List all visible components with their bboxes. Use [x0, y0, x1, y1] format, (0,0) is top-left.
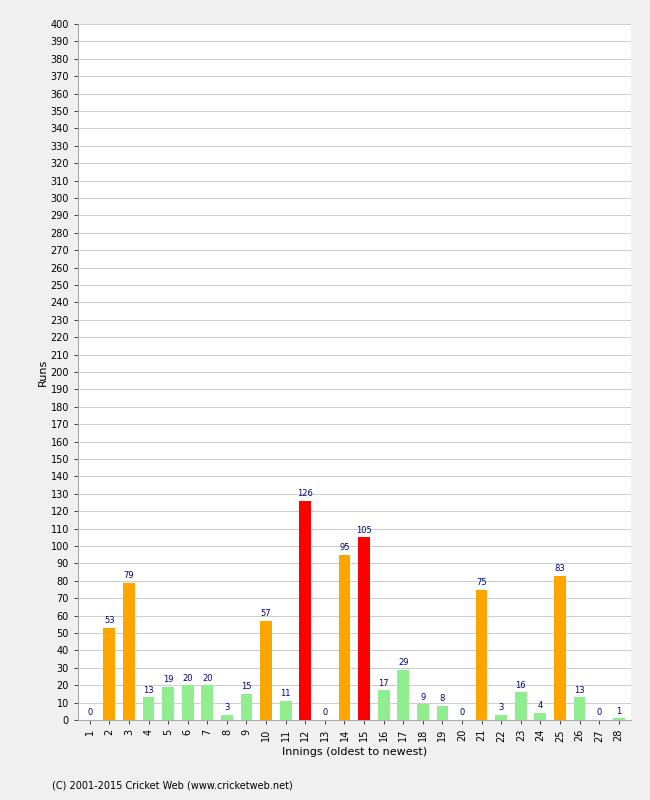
Bar [437, 706, 448, 720]
Bar [240, 694, 252, 720]
Text: 105: 105 [356, 526, 372, 534]
Bar [574, 698, 586, 720]
Bar [142, 698, 155, 720]
Bar [162, 687, 174, 720]
Text: 53: 53 [104, 616, 114, 625]
Text: 0: 0 [597, 708, 602, 718]
Bar [613, 718, 625, 720]
Text: 126: 126 [297, 489, 313, 498]
Text: 83: 83 [554, 564, 565, 573]
Text: 75: 75 [476, 578, 487, 587]
Text: 0: 0 [460, 708, 465, 718]
Bar [280, 701, 292, 720]
Bar [358, 538, 370, 720]
Text: 3: 3 [499, 703, 504, 712]
Text: 4: 4 [538, 702, 543, 710]
Bar [260, 621, 272, 720]
Bar [221, 714, 233, 720]
Text: 9: 9 [420, 693, 426, 702]
Text: 8: 8 [440, 694, 445, 703]
Text: 1: 1 [616, 706, 621, 716]
Text: 79: 79 [124, 571, 135, 580]
Bar [182, 685, 194, 720]
Text: 95: 95 [339, 543, 350, 552]
Text: 11: 11 [280, 690, 291, 698]
Bar [202, 685, 213, 720]
Text: 19: 19 [163, 675, 174, 684]
Text: 15: 15 [241, 682, 252, 691]
Bar [123, 582, 135, 720]
Text: 20: 20 [202, 674, 213, 682]
Bar [495, 714, 507, 720]
Bar [554, 575, 566, 720]
Text: 13: 13 [574, 686, 585, 694]
Text: 16: 16 [515, 681, 526, 690]
Bar [534, 713, 546, 720]
Bar [300, 501, 311, 720]
X-axis label: Innings (oldest to newest): Innings (oldest to newest) [281, 747, 427, 757]
Text: 13: 13 [143, 686, 154, 694]
Bar [397, 670, 409, 720]
Bar [417, 704, 429, 720]
Text: 0: 0 [87, 708, 92, 718]
Bar [476, 590, 488, 720]
Y-axis label: Runs: Runs [38, 358, 47, 386]
Text: 3: 3 [224, 703, 229, 712]
Text: (C) 2001-2015 Cricket Web (www.cricketweb.net): (C) 2001-2015 Cricket Web (www.cricketwe… [52, 781, 292, 790]
Bar [515, 692, 527, 720]
Bar [378, 690, 389, 720]
Text: 57: 57 [261, 610, 272, 618]
Bar [339, 554, 350, 720]
Bar [103, 628, 115, 720]
Text: 17: 17 [378, 679, 389, 688]
Text: 29: 29 [398, 658, 408, 667]
Text: 0: 0 [322, 708, 328, 718]
Text: 20: 20 [183, 674, 193, 682]
